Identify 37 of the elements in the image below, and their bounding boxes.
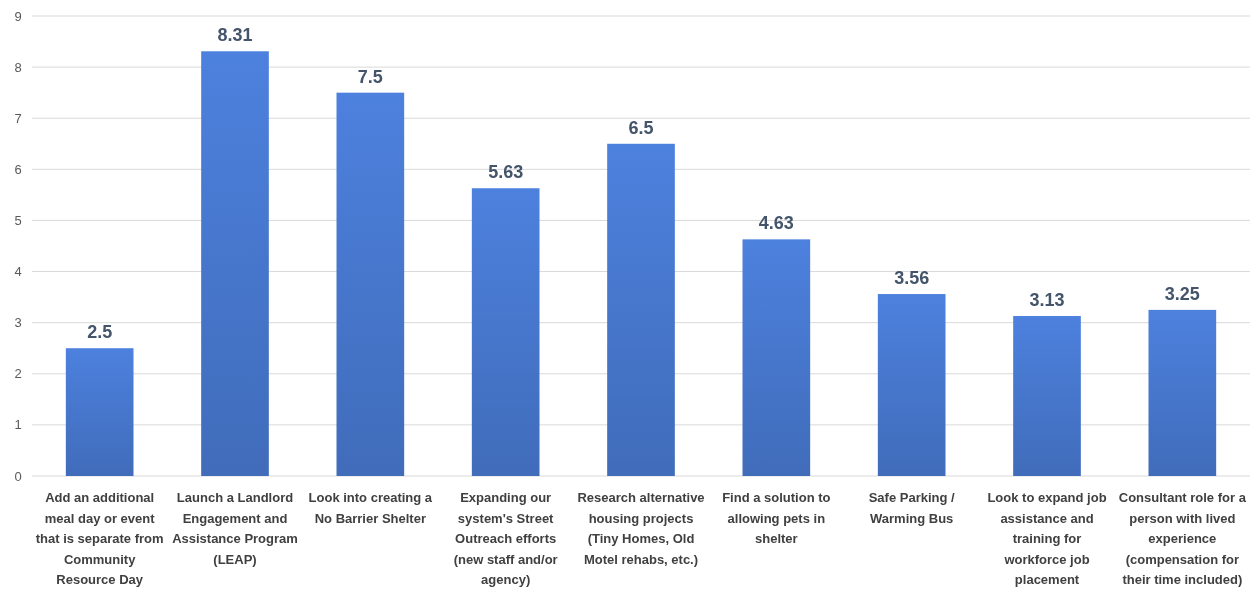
- bar: [1148, 309, 1217, 476]
- y-tick-label: 7: [14, 110, 22, 126]
- x-tick-label: Launch a Landlord Engagement and Assistance Program (LEAP): [172, 490, 298, 567]
- data-label: 4.63: [758, 213, 794, 234]
- y-tick-label: 2: [14, 366, 22, 382]
- x-tick-label: Look into creating a No Barrier Shelter: [308, 490, 433, 526]
- bar: [1013, 316, 1081, 476]
- bar: [65, 348, 134, 476]
- data-label: 2.5: [87, 322, 113, 343]
- y-tick-label: 5: [14, 212, 22, 228]
- data-label: 8.31: [217, 25, 253, 46]
- y-tick-label: 9: [14, 8, 22, 24]
- data-label: 7.5: [357, 66, 383, 87]
- x-tick-label: Research alternative housing projects (Tiny Homes, Old Motel rehabs, etc.): [577, 490, 705, 567]
- bar: [471, 188, 540, 476]
- y-tick-label: 3: [14, 315, 22, 331]
- data-label: 3.56: [894, 268, 930, 289]
- data-label: 5.63: [488, 162, 524, 183]
- bar: [742, 239, 811, 476]
- y-tick-label: 0: [14, 468, 22, 484]
- x-tick-label: Safe Parking / Warming Bus: [868, 490, 956, 526]
- x-tick-label: Look to expand job assistance and training for workforce job placement: [987, 490, 1107, 587]
- data-label: 3.13: [1029, 290, 1065, 311]
- x-tick-label: Add an additional meal day or event that is separate from Community Resource Day: [35, 490, 164, 587]
- data-label: 6.5: [628, 117, 654, 138]
- bar: [877, 294, 946, 476]
- y-tick-label: 4: [14, 264, 22, 280]
- y-tick-label: 1: [14, 417, 22, 433]
- x-tick-label: Find a solution to allowing pets in shelter: [722, 490, 831, 546]
- bar: [607, 143, 675, 476]
- y-tick-label: 8: [14, 59, 22, 75]
- data-label: 3.25: [1164, 283, 1200, 304]
- bar: [336, 92, 405, 476]
- x-tick-label: Consultant role for a person with lived experience (compensation for their time included): [1118, 490, 1247, 587]
- y-tick-label: 6: [14, 161, 22, 177]
- bar: [201, 51, 269, 476]
- x-tick-label: Expanding our system's Street Outreach efforts (new staff and/or agency): [453, 490, 558, 587]
